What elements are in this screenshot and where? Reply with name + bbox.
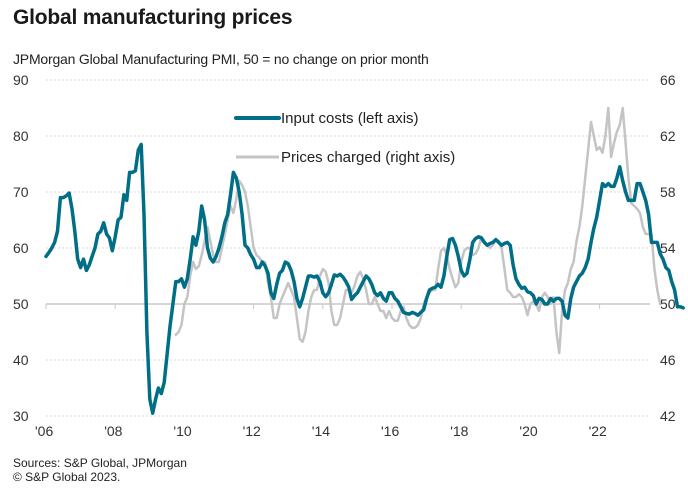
series-lines	[44, 106, 685, 415]
right-y-axis: 42 46 50 54 58 62 66	[660, 72, 676, 424]
left-y-tick-label: 30	[13, 408, 29, 424]
right-y-tick-label: 54	[660, 240, 676, 256]
right-y-tick-label: 50	[660, 296, 676, 312]
right-y-tick-label: 66	[660, 72, 676, 88]
x-tick-label: '22	[589, 423, 607, 439]
series-line-input-costs	[44, 142, 685, 415]
x-tick-label: '10	[173, 423, 191, 439]
right-y-tick-label: 42	[660, 408, 676, 424]
x-axis: '06 '08 '10 '12 '14 '16 '18 '20 '22	[35, 304, 607, 439]
x-tick-label: '20	[519, 423, 537, 439]
left-y-tick-label: 70	[13, 184, 29, 200]
right-y-tick-label: 58	[660, 184, 676, 200]
x-tick-label: '14	[312, 423, 330, 439]
x-tick-label: '06	[35, 423, 53, 439]
x-tick-label: '16	[381, 423, 399, 439]
series-line-prices-charged	[174, 106, 662, 355]
chart-subtitle: JPMorgan Global Manufacturing PMI, 50 = …	[13, 51, 429, 67]
x-tick-label: '18	[450, 423, 468, 439]
legend-label-input-costs: Input costs (left axis)	[281, 110, 419, 127]
left-y-tick-label: 80	[13, 128, 29, 144]
copyright-note: © S&P Global 2023.	[13, 470, 121, 484]
legend: Input costs (left axis) Prices charged (…	[234, 110, 455, 166]
legend-label-prices-charged: Prices charged (right axis)	[281, 149, 455, 166]
left-y-tick-label: 40	[13, 352, 29, 368]
left-y-tick-label: 60	[13, 240, 29, 256]
left-y-axis: 30 40 50 60 70 80 90	[13, 72, 29, 424]
left-y-tick-label: 50	[13, 296, 29, 312]
left-y-tick-label: 90	[13, 72, 29, 88]
right-y-tick-label: 62	[660, 128, 676, 144]
x-tick-label: '12	[243, 423, 261, 439]
sources-note: Sources: S&P Global, JPMorgan	[13, 456, 187, 470]
right-y-tick-label: 46	[660, 352, 676, 368]
chart-title: Global manufacturing prices	[13, 6, 293, 29]
x-tick-label: '08	[104, 423, 122, 439]
gridlines	[46, 79, 650, 417]
